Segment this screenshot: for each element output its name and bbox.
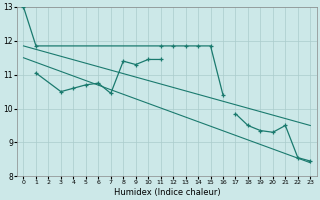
X-axis label: Humidex (Indice chaleur): Humidex (Indice chaleur) xyxy=(114,188,220,197)
